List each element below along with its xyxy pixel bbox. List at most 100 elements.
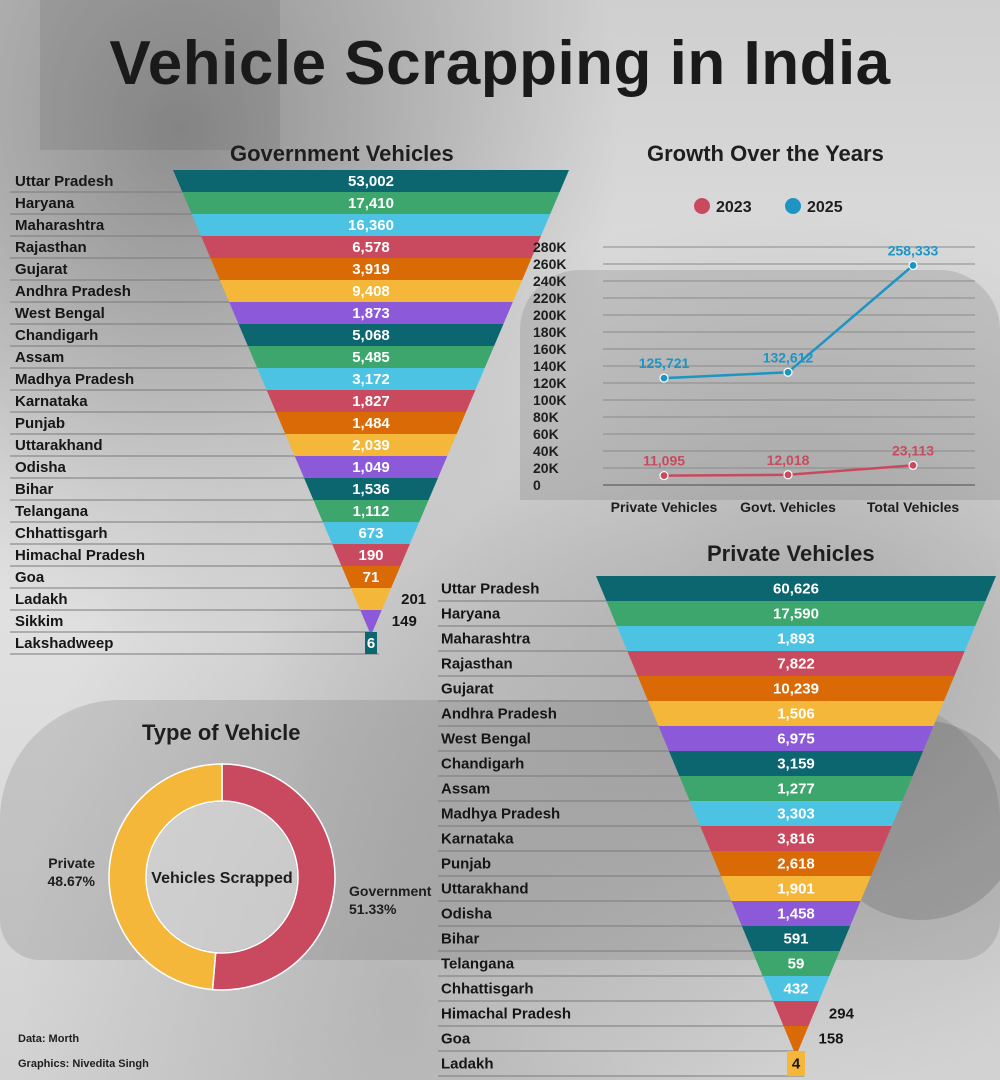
value-label: 1,901	[777, 881, 815, 898]
funnel-bar-segment	[304, 478, 438, 500]
state-label: Goa	[441, 1031, 471, 1048]
state-label: West Bengal	[15, 305, 105, 322]
state-label: Haryana	[441, 606, 501, 623]
funnel-bar-segment	[741, 926, 851, 951]
funnel-bar-segment	[365, 632, 377, 654]
donut-center-label: Vehicles Scrapped	[151, 870, 292, 887]
state-label: Maharashtra	[441, 631, 531, 648]
funnel-bar-segment	[238, 324, 504, 346]
data-point	[908, 460, 918, 470]
state-label: Sikkim	[15, 613, 63, 630]
funnel-bar-segment	[173, 170, 569, 192]
value-label: 59	[788, 956, 805, 973]
funnel-bar-segment	[341, 566, 401, 588]
value-label: 432	[783, 981, 808, 998]
funnel-bar-segment	[210, 258, 532, 280]
funnel-bar-segment	[350, 588, 392, 610]
state-label: Rajasthan	[15, 239, 87, 256]
value-label: 1,049	[352, 459, 390, 476]
state-label: Chandigarh	[441, 756, 524, 773]
value-label: 60,626	[773, 581, 819, 598]
value-label: 1,827	[352, 393, 390, 410]
data-label: 125,721	[639, 355, 690, 371]
funnel-bar-segment	[762, 976, 830, 1001]
value-label: 53,002	[348, 173, 394, 190]
funnel-bar-segment	[637, 676, 955, 701]
donut-hole	[147, 802, 297, 952]
data-label: 11,095	[643, 453, 685, 469]
state-label: Uttarakhand	[441, 881, 529, 898]
graphics-credit: Graphics: Nivedita Singh	[18, 1058, 149, 1070]
y-tick-label: 80K	[533, 409, 559, 425]
funnel-bar-segment	[627, 651, 965, 676]
legend-label-2023: 2023	[716, 199, 752, 216]
funnel-bar-segment	[721, 876, 871, 901]
value-label: 6,975	[777, 731, 815, 748]
data-point	[783, 367, 793, 377]
funnel-bar-segment	[313, 500, 429, 522]
funnel-bar-segment	[360, 610, 382, 632]
legend-marker-2023	[694, 198, 710, 214]
state-label: Maharashtra	[15, 217, 105, 234]
funnel-bar-segment	[229, 302, 513, 324]
state-label: Andhra Pradesh	[15, 283, 131, 300]
funnel-bar-segment	[266, 390, 476, 412]
value-label: 17,410	[348, 195, 394, 212]
state-label: Gujarat	[15, 261, 68, 278]
state-label: Madhya Pradesh	[15, 371, 134, 388]
state-label: Uttar Pradesh	[15, 173, 113, 190]
value-label: 673	[358, 525, 383, 542]
y-tick-label: 220K	[533, 290, 566, 306]
growth-line-chart: 2023 2025 280K260K240K220K200K180K160K140K…	[533, 198, 975, 515]
state-label: Himachal Pradesh	[441, 1006, 571, 1023]
private-funnel-chart: Uttar Pradesh 60,626 Haryana 17,590 Maharash…	[438, 576, 996, 1077]
value-label: 2,039	[352, 437, 390, 454]
state-label: Telangana	[15, 503, 89, 520]
funnel-bar-segment	[606, 601, 986, 626]
value-label: 201	[401, 591, 426, 608]
state-label: Rajasthan	[441, 656, 513, 673]
x-tick-label: Total Vehicles	[867, 499, 960, 515]
funnel-bar-segment	[752, 951, 840, 976]
y-tick-label: 120K	[533, 375, 566, 391]
funnel-bar-segment	[689, 801, 903, 826]
state-label: West Bengal	[441, 731, 531, 748]
funnel-bar-segment	[700, 826, 892, 851]
bg-car-roof	[520, 270, 1000, 500]
government-funnel-chart: Uttar Pradesh 53,002 Haryana 17,410 Maharash…	[10, 170, 569, 655]
funnel-bar-segment	[783, 1026, 809, 1051]
state-label: Assam	[15, 349, 64, 366]
state-label: Andhra Pradesh	[441, 706, 557, 723]
funnel-bar-segment	[182, 192, 560, 214]
funnel-bar-segment	[322, 522, 420, 544]
data-source-credit: Data: Morth	[18, 1033, 80, 1045]
value-label: 5,068	[352, 327, 390, 344]
y-tick-label: 160K	[533, 341, 566, 357]
value-label: 149	[392, 613, 417, 630]
state-label: Assam	[441, 781, 490, 798]
data-label: 12,018	[767, 452, 810, 468]
value-label: 9,408	[352, 283, 390, 300]
value-label: 71	[363, 569, 380, 586]
funnel-bar-segment	[668, 751, 924, 776]
value-label: 10,239	[773, 681, 819, 698]
private-chart-title: Private Vehicles	[707, 541, 875, 566]
data-point	[908, 260, 918, 271]
value-label: 190	[358, 547, 383, 564]
value-label: 1,506	[777, 706, 815, 723]
value-label: 1,112	[353, 503, 390, 520]
state-label: Uttarakhand	[15, 437, 103, 454]
state-label: Ladakh	[441, 1056, 494, 1073]
y-tick-label: 100K	[533, 392, 566, 408]
value-label: 1,873	[352, 305, 390, 322]
slice-label-government: Government	[349, 883, 432, 899]
state-label: Odisha	[441, 906, 493, 923]
slice-value-private: 48.67%	[48, 873, 96, 889]
funnel-bar-segment	[731, 901, 861, 926]
y-tick-label: 60K	[533, 426, 559, 442]
legend-marker-2025	[785, 198, 801, 214]
x-tick-label: Private Vehicles	[611, 499, 718, 515]
value-label: 3,172	[352, 371, 390, 388]
funnel-bar-segment	[257, 368, 485, 390]
vehicle-type-chart-title: Type of Vehicle	[142, 720, 301, 745]
